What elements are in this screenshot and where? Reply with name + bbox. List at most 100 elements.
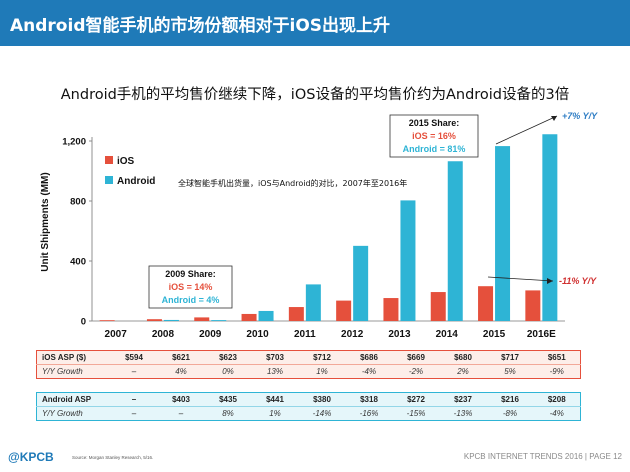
share-2009-android: Android = 4% xyxy=(162,295,220,305)
ios-asp-cell: $712 xyxy=(298,350,346,365)
header-bar: Android智能手机的市场份额相对于iOS出现上升 xyxy=(0,0,630,46)
android-asp-cell: $208 xyxy=(533,392,581,407)
table-row: Y/Y Growth – – 8% 1% -14% -16% -15% -13% -8% -4% xyxy=(37,407,581,421)
chart-axes: 0 400 800 1,200 2007 2008 2009 2010 2011 2012 2013… xyxy=(62,137,565,340)
ios-growth-cell: -2% xyxy=(408,367,424,376)
android-bar-2014 xyxy=(447,161,463,321)
android-asp-cell: $380 xyxy=(298,392,346,407)
ios-asp-cell: $686 xyxy=(345,350,393,365)
ios-bar-2016E xyxy=(525,290,541,321)
ios-bar-2008 xyxy=(146,319,162,321)
android-growth-cell: -14% xyxy=(312,409,332,418)
ios-asp-cell: $680 xyxy=(439,350,487,365)
ios-asp-cell: $651 xyxy=(533,350,581,365)
ios-asp-cell: $717 xyxy=(486,350,534,365)
x-tick-label: 2010 xyxy=(246,329,269,340)
ios-growth-arrow xyxy=(487,276,554,282)
ios-asp-row-label: iOS ASP ($) xyxy=(36,350,111,365)
footer: @KPCB Source: Morgan Stanley Research, 5… xyxy=(0,442,630,472)
y-tick-label: 800 xyxy=(70,197,86,208)
legend-ios-label: iOS xyxy=(117,156,135,167)
android-bar-2011 xyxy=(305,284,321,321)
android-asp-cell: $318 xyxy=(345,392,393,407)
share-2009-ios: iOS = 14% xyxy=(169,282,213,292)
android-growth-arrow xyxy=(495,115,558,145)
android-asp-table: Android ASP – $403 $435 $441 $380 $318 $272 $23… xyxy=(36,392,581,421)
android-growth-cell: 1% xyxy=(269,409,281,418)
legend-ios-swatch xyxy=(105,156,113,164)
table-row: Y/Y Growth – 4% 0% 13% 1% -4% -2% 2% 5% -9% xyxy=(37,365,581,379)
android-growth-cell: -16% xyxy=(359,409,379,418)
android-bar-2008 xyxy=(163,319,179,321)
ios-growth-row-label: Y/Y Growth xyxy=(42,367,83,376)
ios-growth-cell: 4% xyxy=(175,367,187,376)
bar-chart: 0 400 800 1,200 2007 2008 2009 2010 2011 2012 2013… xyxy=(40,111,598,340)
ios-growth-cell: 5% xyxy=(504,367,516,376)
android-growth-cell: -4% xyxy=(549,409,564,418)
ios-bar-2009 xyxy=(194,317,210,321)
android-asp-cell: $237 xyxy=(439,392,487,407)
x-tick-label: 2014 xyxy=(436,329,459,340)
android-bar-2016E xyxy=(542,134,558,321)
android-growth-label: +7% Y/Y xyxy=(562,111,598,121)
android-bar-2009 xyxy=(211,320,227,321)
legend-android-swatch xyxy=(105,176,113,184)
android-asp-cell: $272 xyxy=(392,392,440,407)
ios-bar-2013 xyxy=(383,298,399,321)
table-row: iOS ASP ($) $594 $621 $623 $703 $712 $686 $669… xyxy=(36,350,581,365)
share-2015-ios: iOS = 16% xyxy=(412,131,456,141)
brand-logo: @KPCB xyxy=(8,450,54,464)
y-tick-label: 0 xyxy=(81,317,86,328)
ios-asp-cell: $594 xyxy=(110,350,158,365)
ios-bar-2014 xyxy=(430,292,446,321)
ios-bar-2007 xyxy=(99,320,115,321)
y-tick-label: 400 xyxy=(70,257,86,268)
android-asp-cell: $441 xyxy=(251,392,299,407)
chart-subtitle: Android手机的平均售价继续下降，iOS设备的平均售价约为Android设备… xyxy=(60,87,570,103)
x-tick-label: 2016E xyxy=(527,329,556,340)
y-tick-label: 1,200 xyxy=(62,137,86,148)
x-tick-label: 2015 xyxy=(483,329,506,340)
ios-growth-label: -11% Y/Y xyxy=(559,276,597,286)
x-tick-label: 2012 xyxy=(341,329,364,340)
ios-bar-2012 xyxy=(336,300,352,321)
ios-bar-2011 xyxy=(288,307,304,321)
chart-bars xyxy=(99,134,558,321)
android-growth-cell: -8% xyxy=(502,409,518,418)
ios-bar-2015 xyxy=(478,286,494,321)
android-bar-2010 xyxy=(258,310,274,321)
ios-asp-cell: $621 xyxy=(157,350,205,365)
android-growth-cell: 8% xyxy=(222,409,234,418)
ios-growth-cell: 13% xyxy=(266,367,283,376)
ios-growth-cell: -4% xyxy=(361,367,377,376)
ios-growth-cell: – xyxy=(131,367,137,376)
x-tick-label: 2008 xyxy=(152,329,175,340)
android-asp-cell: $435 xyxy=(204,392,252,407)
android-asp-cell: $403 xyxy=(157,392,205,407)
ios-asp-table: iOS ASP ($) $594 $621 $623 $703 $712 $686 $669… xyxy=(36,350,581,379)
source-note: Source: Morgan Stanley Research, 5/16. xyxy=(72,455,154,460)
ios-growth-cell: 0% xyxy=(222,367,234,376)
ios-growth-cell: 2% xyxy=(457,367,469,376)
android-growth-arrowhead xyxy=(551,116,557,121)
android-growth-cell: – xyxy=(178,409,184,418)
android-growth-row-label: Y/Y Growth xyxy=(42,409,83,418)
x-tick-label: 2011 xyxy=(294,329,316,340)
share-2015-android: Android = 81% xyxy=(403,144,466,154)
chart-inner-title: 全球智能手机出货量，iOS与Android的对比，2007年至2016年 xyxy=(178,178,407,188)
android-bar-2015 xyxy=(495,146,511,321)
share-2009-box: 2009 Share: iOS = 14% Android = 4% xyxy=(148,265,233,309)
android-growth-cell: – xyxy=(131,409,137,418)
page-title: Android智能手机的市场份额相对于iOS出现上升 xyxy=(10,16,391,36)
table-row: Android ASP – $403 $435 $441 $380 $318 $272 $23… xyxy=(36,392,581,407)
android-asp-cell: $216 xyxy=(486,392,534,407)
android-asp-cell: – xyxy=(110,392,158,407)
ios-growth-cell: -9% xyxy=(549,367,564,376)
ios-growth-cell: 1% xyxy=(316,367,328,376)
android-bar-2013 xyxy=(400,200,416,321)
ios-asp-cell: $669 xyxy=(392,350,440,365)
x-tick-label: 2013 xyxy=(388,329,411,340)
page-info: KPCB INTERNET TRENDS 2016 | PAGE 12 xyxy=(463,452,622,461)
x-tick-label: 2007 xyxy=(105,329,128,340)
android-growth-cell: -15% xyxy=(406,409,426,418)
